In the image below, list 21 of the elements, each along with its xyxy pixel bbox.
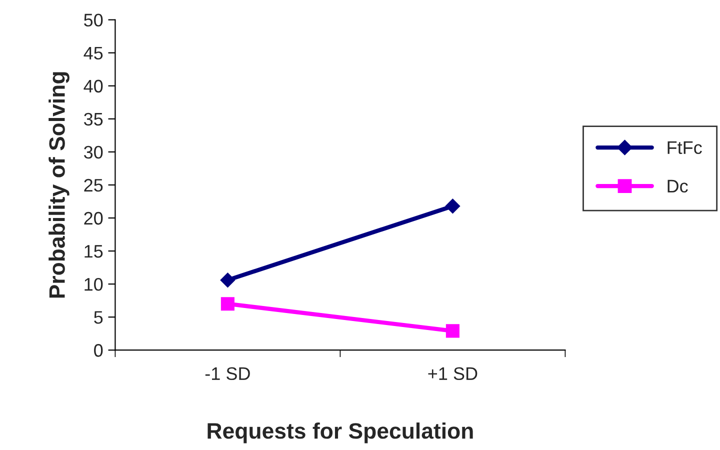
y-tick-label: 15 bbox=[84, 245, 103, 258]
x-axis-title: Requests for Speculation bbox=[208, 422, 473, 444]
y-tick-label: 10 bbox=[84, 278, 103, 291]
y-tick-label: 35 bbox=[84, 112, 103, 126]
y-tick-label: 25 bbox=[84, 178, 103, 192]
y-tick-label: 30 bbox=[84, 146, 103, 159]
y-tick-label: 20 bbox=[84, 212, 103, 225]
point bbox=[220, 297, 234, 311]
x-tick-label: -1 SD bbox=[205, 367, 250, 380]
y-tick-label: 40 bbox=[84, 80, 103, 93]
y-tick-label: 5 bbox=[94, 311, 103, 324]
point bbox=[220, 272, 236, 288]
legend-label: Dc bbox=[668, 180, 688, 193]
y-tick-label: 45 bbox=[84, 46, 103, 60]
y-tick-label: 0 bbox=[94, 344, 103, 357]
y-axis-title: Probability of Solving bbox=[48, 72, 70, 298]
point bbox=[445, 198, 460, 214]
legend-label: FtFc bbox=[668, 141, 702, 154]
point bbox=[446, 324, 460, 338]
y-tick-label: 50 bbox=[84, 14, 103, 27]
x-tick-label: +1 SD bbox=[428, 367, 478, 380]
